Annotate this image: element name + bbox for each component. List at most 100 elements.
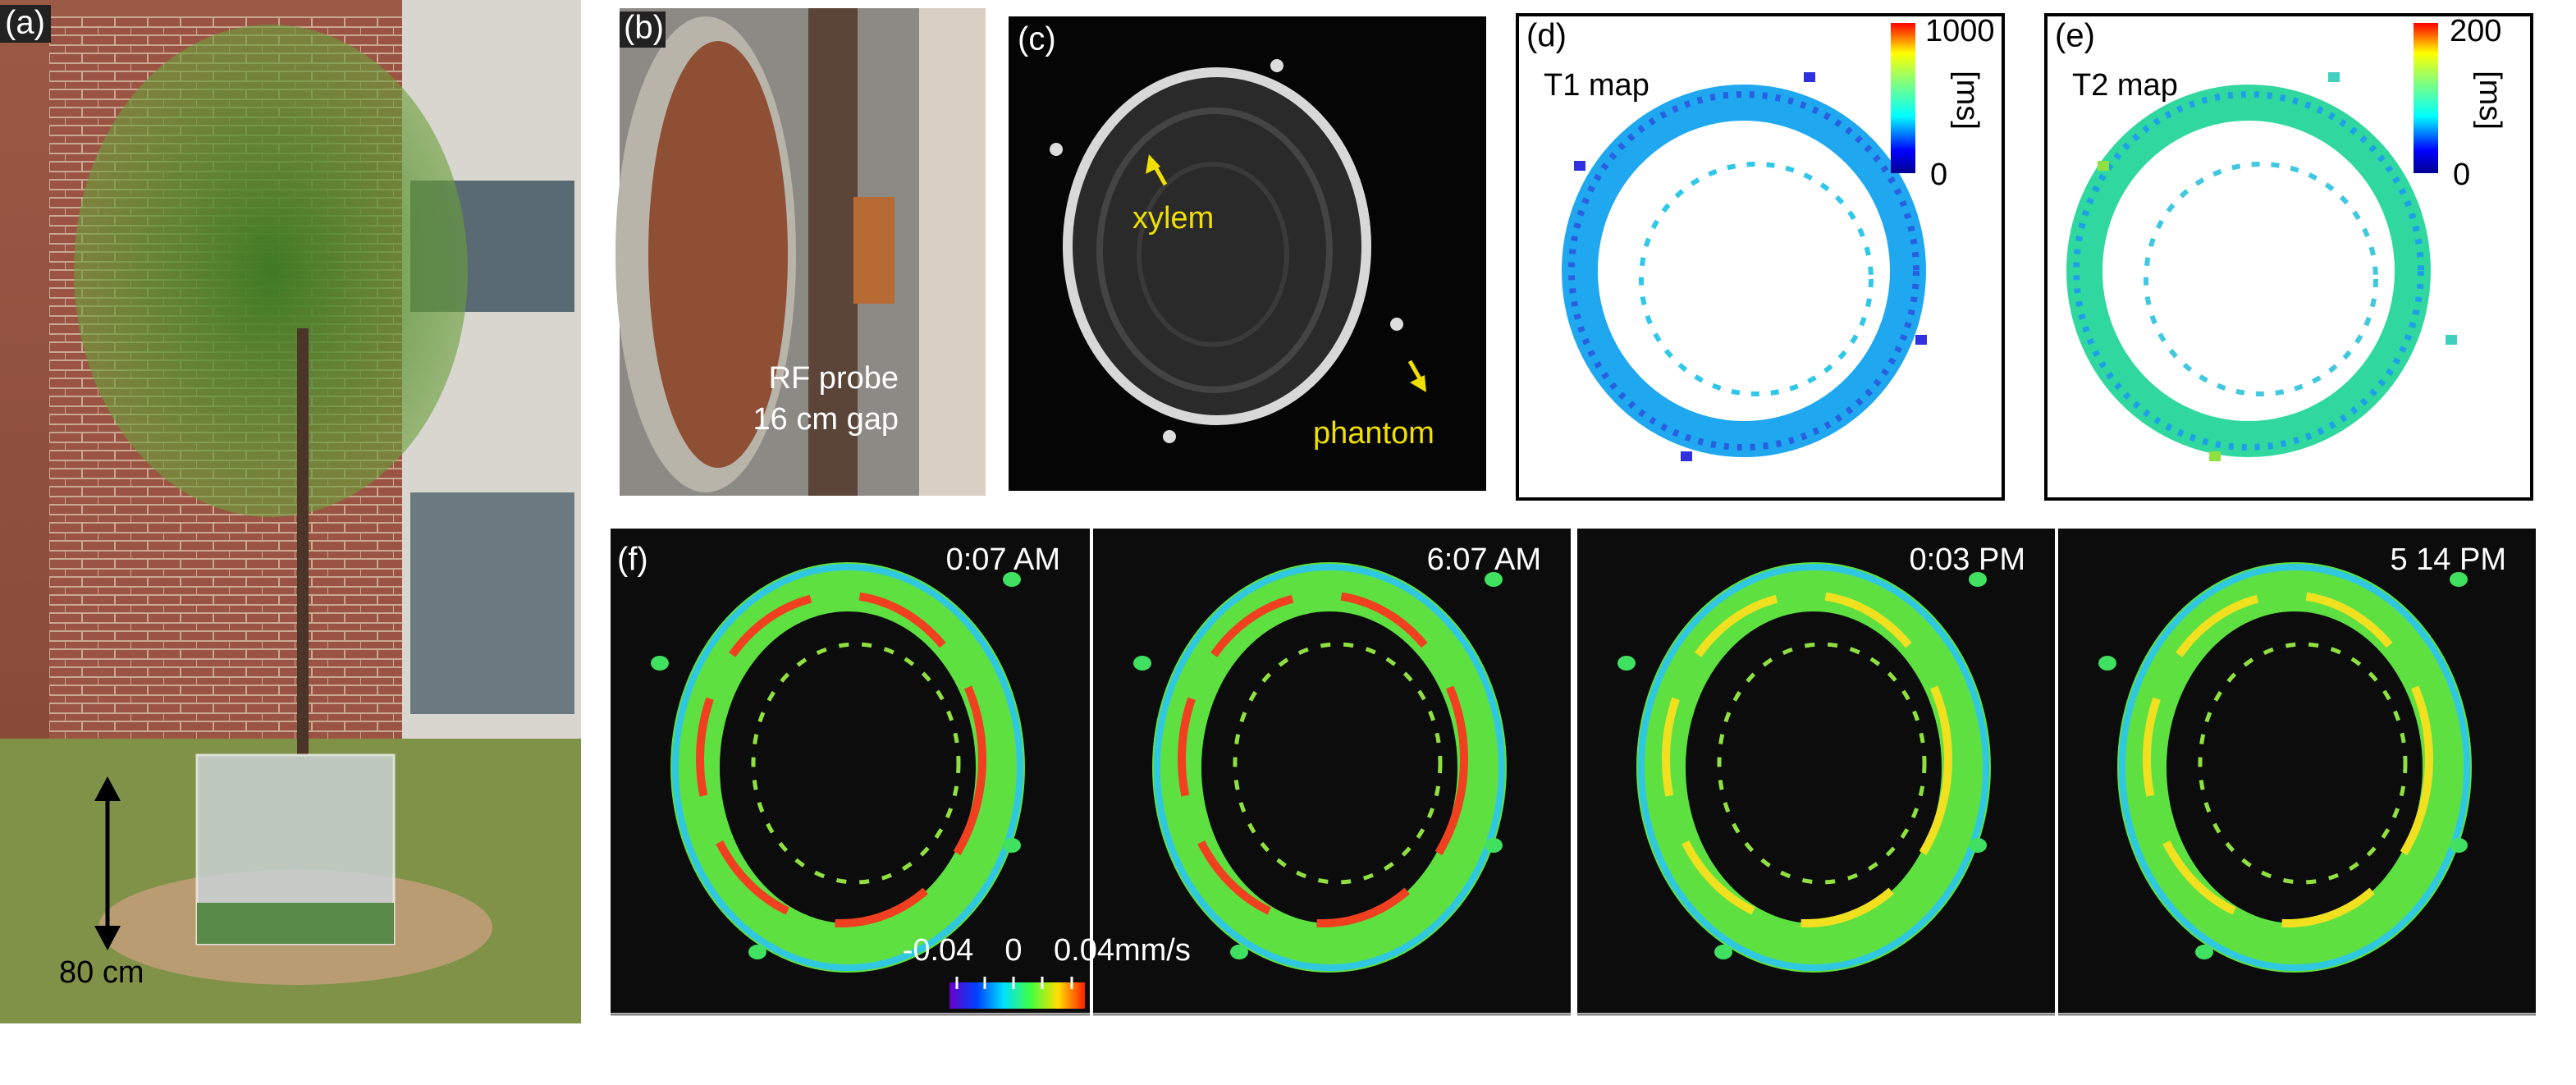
phantom (1270, 59, 1283, 72)
trunk (297, 328, 309, 755)
t1-ring (1562, 85, 1926, 457)
phantom (1003, 572, 1021, 587)
label-bg (620, 11, 666, 48)
panel-label: (e) (2055, 18, 2095, 54)
t2-ring (2066, 85, 2431, 457)
phantom (1681, 451, 1692, 461)
window (410, 492, 574, 714)
phantom (1969, 838, 1987, 853)
flow-ring-hot (696, 591, 986, 927)
phantom (1485, 572, 1503, 587)
flow-ring (2117, 562, 2472, 973)
phantom (2328, 72, 2340, 82)
panel-label: (c) (1018, 21, 1056, 57)
colorbar-tick-label: 0.04mm/s (1054, 933, 1191, 968)
flow-ring (1152, 562, 1507, 973)
phantom (1969, 572, 1987, 587)
flow-ring-outer (672, 564, 1023, 971)
annotation: xylem (1132, 201, 1214, 236)
arrow-head (1410, 375, 1426, 392)
xylem-ring (1063, 67, 1371, 425)
inner-ring (1639, 162, 1874, 396)
base (197, 903, 394, 944)
inner-ring (1137, 162, 1289, 347)
magnet-face (648, 41, 788, 468)
panel-d: (d) T1 map 1000 0 [ms] (1516, 13, 2005, 501)
phantom (2098, 656, 2116, 671)
phantom (1050, 143, 1063, 156)
t2-ring-edge (2073, 91, 2424, 451)
phantom (2195, 945, 2213, 959)
panel-b: (b) RF probe 16 cm gap (615, 8, 986, 496)
phantom (1133, 656, 1151, 671)
t1-ring-edge (1568, 91, 1919, 451)
panel-label: (f) (617, 542, 648, 578)
panel-e: (e) T2 map 200 0 [ms] (2044, 13, 2533, 501)
arrow-head (1146, 154, 1160, 174)
flow-ring-hot (1178, 591, 1468, 927)
panel-label: (b) (624, 10, 664, 46)
trunk (808, 8, 858, 496)
time-label: 0:07 AM (946, 542, 1060, 577)
colorbar-max: 1000 (1925, 14, 1995, 48)
phantom (1915, 335, 1927, 345)
inner-ring (1096, 108, 1333, 393)
caption: 16 cm gap (753, 402, 899, 437)
colorbar-min: 0 (2453, 158, 2470, 192)
phantom (2446, 335, 2457, 345)
phantom (1230, 945, 1248, 959)
colorbar-unit: [ms] (2473, 71, 2507, 130)
flow-ring-hot (1662, 591, 1952, 927)
inner-ring (2144, 162, 2378, 396)
colorbar (949, 982, 1085, 1009)
scale-label: 80 cm (59, 955, 144, 990)
colorbar (2414, 23, 2438, 173)
phantom (1163, 430, 1176, 443)
phantom (2450, 838, 2468, 853)
phantom (1574, 161, 1585, 171)
flow-ring-outer (1154, 564, 1505, 971)
phantom (2098, 161, 2109, 171)
flow-ring-outer (1638, 564, 1989, 971)
map-title: T1 map (1544, 68, 1649, 103)
colorbar-tick-label: -0.04 (903, 933, 974, 968)
phantom (1714, 945, 1732, 959)
phantom (2450, 572, 2468, 587)
panel-label: (a) (5, 5, 45, 41)
phantom (1804, 72, 1815, 82)
flow-ring (670, 562, 1025, 973)
phantom (1617, 656, 1636, 671)
flow-ring-hot (2143, 591, 2433, 927)
phantom (651, 656, 669, 671)
panel-f: (f) 0:07 AM 6:07 AM 0:03 PM 5 14 PM -0.04 0 0.0… (611, 529, 2536, 1016)
inner-ring (1717, 642, 1927, 885)
map-title: T2 map (2072, 68, 2178, 103)
phantom (1390, 318, 1403, 331)
phantom (1485, 838, 1503, 853)
board (919, 8, 986, 496)
inner-ring (1233, 642, 1443, 885)
colorbar-unit: [ms] (1950, 71, 1984, 130)
panel-label: (d) (1526, 18, 1567, 54)
phantom (748, 945, 766, 959)
phantom (1003, 838, 1021, 853)
colorbar-max: 200 (2450, 14, 2501, 48)
inner-ring (751, 642, 961, 885)
time-label: 6:07 AM (1427, 542, 1541, 577)
time-label: 5 14 PM (2390, 542, 2506, 577)
colorbar-min: 0 (1930, 158, 1947, 192)
panel-c: (c) xylem phantom (1009, 16, 1486, 491)
phantom (2209, 451, 2221, 461)
caption: RF probe (769, 361, 899, 396)
flow-ring (1636, 562, 1991, 973)
label-bg (0, 5, 51, 43)
flow-ring-outer (2119, 564, 2470, 971)
annotation: phantom (1313, 416, 1434, 451)
colorbar (1891, 23, 1915, 173)
tree-crown (74, 25, 468, 517)
panel-a: (a) 80 cm (0, 0, 581, 1023)
inner-ring (2198, 642, 2408, 885)
colorbar-tick-label: 0 (1004, 933, 1022, 968)
